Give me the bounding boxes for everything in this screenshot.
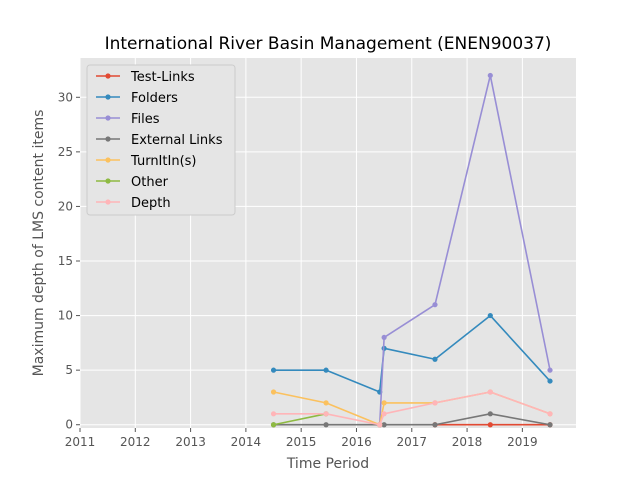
legend-item-files: Files <box>96 112 160 127</box>
legend-swatch-marker <box>105 115 111 121</box>
data-point-files <box>487 72 493 79</box>
legend: Test-Links Folders Files External Links Turn… <box>86 64 236 216</box>
data-point-folders <box>432 356 438 362</box>
x-tick-label: 2012 <box>120 435 151 449</box>
data-point-files <box>547 367 553 373</box>
x-tick-label: 2016 <box>341 435 372 449</box>
data-point-depth <box>487 389 493 395</box>
data-point-depth <box>270 411 277 417</box>
data-point-depth <box>547 411 553 417</box>
y-axis-ticks: 0 5 10 15 20 25 30 <box>58 90 80 432</box>
chart-title: International River Basin Management (EN… <box>105 34 552 54</box>
legend-label: TurnItIn(s) <box>130 154 196 169</box>
y-tick-label: 5 <box>65 363 73 377</box>
data-point-depth <box>381 411 387 417</box>
data-point-folders <box>547 378 553 384</box>
legend-label: External Links <box>131 133 223 148</box>
legend-item-test-links: Test-Links <box>96 70 195 85</box>
y-tick-label: 10 <box>58 309 73 323</box>
data-point-external-links <box>381 422 387 428</box>
data-point-external-links <box>487 411 493 417</box>
x-tick-label: 2017 <box>396 435 427 449</box>
series-line-other <box>273 413 327 426</box>
y-axis-label: Maximum depth of LMS content items <box>31 110 47 377</box>
y-tick-label: 15 <box>58 254 73 268</box>
data-point-depth <box>323 411 329 417</box>
legend-swatch-marker <box>105 178 111 184</box>
data-point-turnitin-s <box>381 400 387 406</box>
x-axis-ticks: 2011 2012 2013 2014 2015 2016 2017 2018 2019 <box>65 428 538 449</box>
x-axis-label: Time Period <box>286 456 369 472</box>
data-point-test-links <box>487 422 493 428</box>
data-point-external-links <box>432 422 438 428</box>
legend-item-other: Other <box>96 175 169 190</box>
legend-label: Depth <box>131 196 171 211</box>
y-tick-label: 20 <box>58 199 73 213</box>
data-point-external-links <box>547 422 553 428</box>
legend-swatch-marker <box>105 73 111 79</box>
series-depth <box>270 389 553 428</box>
data-point-external-links <box>323 422 329 428</box>
legend-item-folders: Folders <box>96 91 178 106</box>
legend-label: Other <box>131 175 169 190</box>
y-tick-label: 25 <box>58 145 73 159</box>
legend-box <box>86 64 236 216</box>
data-point-depth <box>377 422 383 428</box>
data-point-folders <box>323 367 329 373</box>
data-point-turnitin-s <box>270 389 277 395</box>
data-point-files <box>432 302 438 308</box>
data-point-folders <box>270 367 277 373</box>
legend-label: Folders <box>131 91 178 106</box>
data-point-other <box>270 422 277 428</box>
legend-swatch-marker <box>105 136 111 142</box>
legend-swatch-marker <box>105 94 111 100</box>
x-tick-label: 2015 <box>286 435 317 449</box>
legend-item-turnitin-s: TurnItIn(s) <box>96 154 196 169</box>
x-tick-label: 2014 <box>231 435 262 449</box>
x-tick-label: 2013 <box>175 435 206 449</box>
data-point-files <box>381 334 387 341</box>
x-tick-label: 2018 <box>452 435 483 449</box>
legend-swatch-marker <box>105 157 111 163</box>
y-tick-label: 0 <box>65 418 73 432</box>
x-tick-label: 2011 <box>65 435 96 449</box>
legend-label: Test-Links <box>130 70 195 85</box>
legend-label: Files <box>131 112 160 127</box>
y-tick-label: 30 <box>58 90 73 104</box>
data-point-folders <box>487 312 493 319</box>
legend-item-external-links: External Links <box>96 133 223 148</box>
data-point-turnitin-s <box>323 400 329 406</box>
data-point-depth <box>432 400 438 406</box>
legend-item-depth: Depth <box>96 196 171 211</box>
series-layer <box>270 72 553 428</box>
legend-swatch-marker <box>105 199 111 205</box>
x-tick-label: 2019 <box>507 435 538 449</box>
